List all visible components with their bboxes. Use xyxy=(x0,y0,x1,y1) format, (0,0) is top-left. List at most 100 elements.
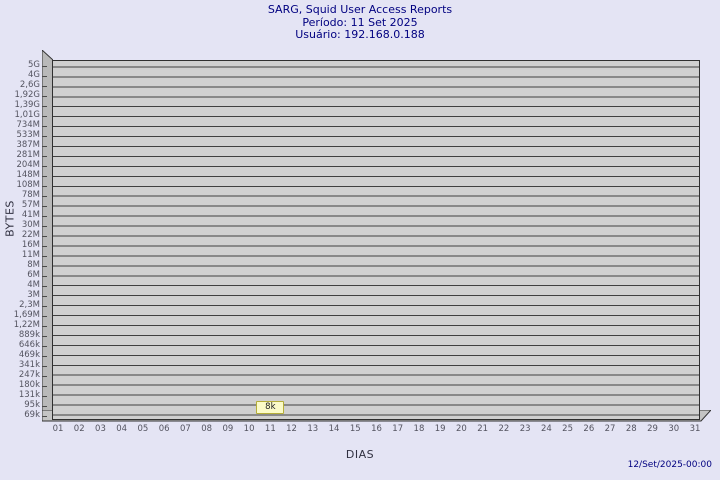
y-axis-tick-label: 4G xyxy=(28,70,40,80)
x-axis-tick-label: 30 xyxy=(668,424,680,434)
y-axis-tick-mark xyxy=(42,296,47,297)
y-axis-tick-label: 8M xyxy=(27,260,40,270)
y-axis-tick-label: 30M xyxy=(21,220,40,230)
x-axis-tick-label: 15 xyxy=(349,424,361,434)
y-axis-tick-mark xyxy=(42,266,47,267)
x-axis-tick-label: 27 xyxy=(604,424,616,434)
data-point-annotation[interactable]: 8k xyxy=(256,401,285,414)
y-axis-tick-label: 78M xyxy=(21,190,40,200)
y-axis-tick-label: 2,6G xyxy=(19,80,40,90)
y-axis-tick-label: 533M xyxy=(16,130,40,140)
x-axis-tick-label: 04 xyxy=(116,424,128,434)
y-axis-tick-label: 204M xyxy=(16,160,40,170)
x-axis-tick-label: 19 xyxy=(434,424,446,434)
y-axis-tick-mark xyxy=(42,306,47,307)
y-axis-tick-mark xyxy=(42,366,47,367)
report-user: Usuário: 192.168.0.188 xyxy=(295,28,425,41)
x-axis-title: DIAS xyxy=(345,448,375,461)
y-axis-tick-mark xyxy=(42,136,47,137)
y-axis-tick-label: 1,69M xyxy=(13,310,40,320)
y-axis-tick-label: 95k xyxy=(24,400,40,410)
y-axis-tick-mark xyxy=(42,406,47,407)
y-axis-tick-label: 131k xyxy=(18,390,40,400)
y-axis-tick-label: 1,92G xyxy=(14,90,40,100)
y-axis-tick-mark xyxy=(42,206,47,207)
x-axis-tick-label: 24 xyxy=(540,424,552,434)
y-axis-tick-mark xyxy=(42,246,47,247)
x-axis-tick-label: 10 xyxy=(243,424,255,434)
x-axis-tick-label: 06 xyxy=(158,424,170,434)
y-axis-tick-label: 646k xyxy=(18,340,40,350)
x-axis-tick-label: 18 xyxy=(413,424,425,434)
plot-area xyxy=(52,60,700,420)
y-axis-tick-label: 469k xyxy=(18,350,40,360)
y-axis-tick-mark xyxy=(42,226,47,227)
y-axis-tick-mark xyxy=(42,276,47,277)
y-axis-tick-mark xyxy=(42,416,47,417)
y-axis-tick-label: 11M xyxy=(21,250,40,260)
y-axis-tick-mark xyxy=(42,216,47,217)
x-axis-tick-label: 14 xyxy=(328,424,340,434)
y-axis-tick-mark xyxy=(42,156,47,157)
y-axis-tick-label: 2,3M xyxy=(19,300,40,310)
y-axis-tick-label: 57M xyxy=(21,200,40,210)
y-axis-tick-label: 889k xyxy=(18,330,40,340)
x-axis-tick-label: 28 xyxy=(625,424,637,434)
y-axis-tick-label: 3M xyxy=(27,290,40,300)
data-point-value-label: 8k xyxy=(256,401,285,414)
y-axis-tick-mark xyxy=(42,146,47,147)
y-axis-tick-mark xyxy=(42,256,47,257)
y-axis-tick-label: 4M xyxy=(27,280,40,290)
y-axis-tick-label: 180k xyxy=(18,380,40,390)
y-axis-tick-mark xyxy=(42,386,47,387)
y-axis-tick-label: 148M xyxy=(16,170,40,180)
y-axis-tick-label: 734M xyxy=(16,120,40,130)
y-axis-tick-mark xyxy=(42,176,47,177)
y-axis: 5G 4G 2,6G 1,92G 1,39G 1,01G 734M 533M 387M 281M 2… xyxy=(0,0,50,480)
y-axis-tick-mark xyxy=(42,106,47,107)
y-axis-tick-mark xyxy=(42,86,47,87)
y-axis-tick-mark xyxy=(42,336,47,337)
chart-title-block: SARG, Squid User Access Reports Período:… xyxy=(0,3,720,42)
y-axis-tick-mark xyxy=(42,346,47,347)
y-axis-tick-mark xyxy=(42,166,47,167)
x-axis-tick-label: 23 xyxy=(519,424,531,434)
y-axis-tick-label: 41M xyxy=(21,210,40,220)
x-axis-tick-label: 03 xyxy=(95,424,106,434)
x-axis-tick-label: 21 xyxy=(477,424,489,434)
y-axis-tick-label: 5G xyxy=(28,60,40,70)
x-axis-tick-label: 08 xyxy=(201,424,213,434)
x-axis-tick-label: 16 xyxy=(371,424,382,434)
x-axis-tick-label: 07 xyxy=(179,424,191,434)
y-axis-tick-label: 69k xyxy=(24,410,40,420)
y-axis-tick-label: 1,39G xyxy=(14,100,40,110)
x-axis-tick-label: 13 xyxy=(307,424,319,434)
x-axis-tick-label: 26 xyxy=(583,424,595,434)
y-axis-tick-mark xyxy=(42,376,47,377)
y-axis-tick-label: 387M xyxy=(16,140,40,150)
y-axis-tick-label: 16M xyxy=(21,240,40,250)
y-axis-tick-label: 108M xyxy=(16,180,40,190)
y-axis-tick-label: 6M xyxy=(27,270,40,280)
x-axis-tick-label: 02 xyxy=(73,424,85,434)
y-axis-tick-mark xyxy=(42,116,47,117)
y-axis-tick-mark xyxy=(42,326,47,327)
y-axis-tick-mark xyxy=(42,126,47,127)
x-axis-tick-label: 29 xyxy=(647,424,658,434)
y-axis-tick-label: 341k xyxy=(18,360,40,370)
y-axis-tick-mark xyxy=(42,236,47,237)
x-axis-tick-label: 11 xyxy=(264,424,276,434)
y-axis-tick-mark xyxy=(42,356,47,357)
x-axis-tick-label: 01 xyxy=(52,424,64,434)
x-axis-tick-label: 12 xyxy=(286,424,297,434)
x-axis-tick-label: 25 xyxy=(562,424,573,434)
x-axis-tick-label: 17 xyxy=(392,424,404,434)
x-axis-tick-label: 22 xyxy=(498,424,510,434)
y-axis-tick-label: 1,22M xyxy=(13,320,40,330)
y-axis-tick-label: 281M xyxy=(16,150,40,160)
x-axis-tick-label: 20 xyxy=(456,424,467,434)
generated-timestamp: 12/Set/2025-00:00 xyxy=(627,460,712,470)
y-axis-tick-mark xyxy=(42,66,47,67)
gridlines xyxy=(53,66,699,416)
